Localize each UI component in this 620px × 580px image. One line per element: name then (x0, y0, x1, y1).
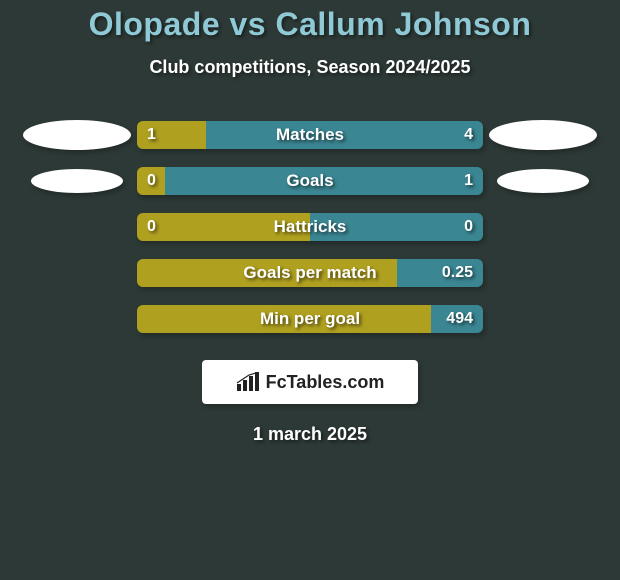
stat-row: 01Goals (0, 158, 620, 204)
left-side (17, 212, 137, 242)
left-side (17, 166, 137, 196)
bar-left-fill (137, 213, 310, 241)
stat-bar: 01Goals (137, 167, 483, 195)
subtitle: Club competitions, Season 2024/2025 (0, 57, 620, 78)
stat-row: 494Min per goal (0, 296, 620, 342)
player-ellipse-right (489, 120, 597, 150)
stat-bar: 0.25Goals per match (137, 259, 483, 287)
stat-row: 0.25Goals per match (0, 250, 620, 296)
stat-bar: 14Matches (137, 121, 483, 149)
stat-bar: 00Hattricks (137, 213, 483, 241)
brand-text: FcTables.com (266, 372, 385, 393)
stat-right-value: 0.25 (442, 259, 473, 287)
right-side (483, 212, 603, 242)
bar-right-fill (310, 213, 483, 241)
left-side (17, 304, 137, 334)
bar-right-fill (206, 121, 483, 149)
bar-left-fill (137, 259, 397, 287)
right-side (483, 304, 603, 334)
title: Olopade vs Callum Johnson (0, 0, 620, 43)
stats-rows: 14Matches01Goals00Hattricks0.25Goals per… (0, 112, 620, 342)
stat-left-value: 1 (147, 121, 156, 149)
date-text: 1 march 2025 (0, 424, 620, 445)
stat-right-value: 4 (464, 121, 473, 149)
right-side (483, 120, 603, 150)
stat-row: 00Hattricks (0, 204, 620, 250)
player-ellipse-right (497, 169, 589, 193)
bar-right-fill (165, 167, 483, 195)
right-side (483, 166, 603, 196)
player-ellipse-left (31, 169, 123, 193)
stat-bar: 494Min per goal (137, 305, 483, 333)
stat-row: 14Matches (0, 112, 620, 158)
left-side (17, 120, 137, 150)
stat-right-value: 494 (446, 305, 473, 333)
stat-right-value: 1 (464, 167, 473, 195)
player-ellipse-left (23, 120, 131, 150)
brand-badge: FcTables.com (202, 360, 418, 404)
right-side (483, 258, 603, 288)
bar-left-fill (137, 305, 431, 333)
stat-left-value: 0 (147, 167, 156, 195)
brand-icon (236, 372, 260, 392)
left-side (17, 258, 137, 288)
stat-left-value: 0 (147, 213, 156, 241)
comparison-card: Olopade vs Callum Johnson Club competiti… (0, 0, 620, 580)
stat-right-value: 0 (464, 213, 473, 241)
